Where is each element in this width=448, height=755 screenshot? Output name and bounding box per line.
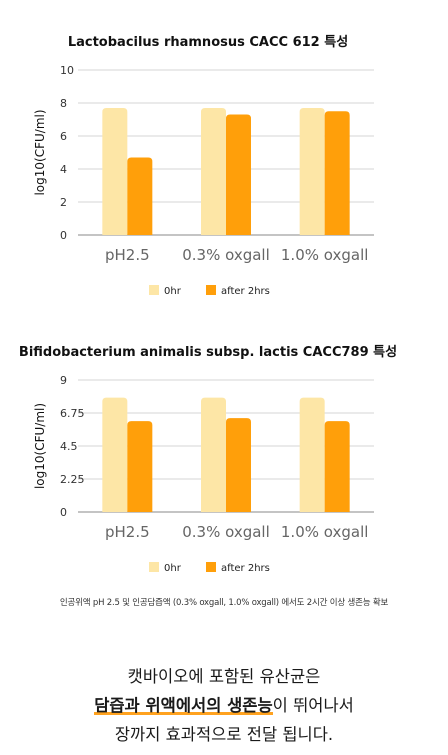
chart-svg-1: Lactobacilus rhamnosus CACC 612 특성 log10(… [33, 35, 374, 297]
chart-1-bar [324, 111, 350, 235]
tagline-line-2: 담즙과 위액에서의 생존능이 뛰어나서 [0, 691, 448, 720]
chart-2-legend-label: after 2hrs [221, 563, 270, 574]
chart-1-category-label: 0.3% oxgall [182, 246, 270, 264]
chart-2-ytick-label: 2.25 [60, 473, 85, 486]
chart-1-bar [102, 107, 128, 235]
chart-2-category-label: 1.0% oxgall [281, 523, 369, 541]
chart-2-bar [226, 418, 251, 512]
chart-2-bar [127, 421, 153, 512]
chart-2-legend-swatch [206, 562, 216, 572]
chart-1-ytick-label: 2 [60, 196, 67, 209]
chart-2-category-label: 0.3% oxgall [182, 523, 270, 541]
tagline: 캣바이오에 포함된 유산균은 담즙과 위액에서의 생존능이 뛰어나서 장까지 효… [0, 662, 448, 749]
chart-2-legend-label: 0hr [164, 563, 182, 574]
chart-1-ylabel: log10(CFU/ml) [33, 109, 47, 195]
chart-2-bar [324, 421, 350, 512]
chart-1-legend-swatch [149, 285, 159, 295]
chart-2-bar [102, 397, 128, 512]
chart-1-legend-swatch [206, 285, 216, 295]
chart-2-title: Bifidobacterium animalis subsp. lactis C… [19, 345, 397, 360]
chart-1-bar [299, 107, 325, 235]
tagline-line-3: 장까지 효과적으로 전달 됩니다. [114, 725, 334, 744]
chart-lactobacillus: Lactobacilus rhamnosus CACC 612 특성 log10(… [0, 0, 448, 310]
chart-svg-2: Bifidobacterium animalis subsp. lactis C… [19, 345, 397, 574]
chart-2-ytick-label: 6.75 [60, 407, 85, 420]
chart-2-ytick-label: 0 [60, 506, 67, 519]
tagline-line-1: 캣바이오에 포함된 유산균은 [127, 667, 321, 686]
chart-1-ytick-label: 8 [60, 97, 67, 110]
chart-1-legend-label: 0hr [164, 286, 182, 297]
chart-1-category-label: 1.0% oxgall [281, 246, 369, 264]
chart-1-ytick-label: 4 [60, 163, 67, 176]
chart-2-category-label: pH2.5 [105, 523, 150, 541]
chart-1-title: Lactobacilus rhamnosus CACC 612 특성 [68, 35, 348, 50]
chart-2-bar [201, 397, 226, 512]
chart-1-category-label: pH2.5 [105, 246, 150, 264]
chart-1-ytick-label: 6 [60, 130, 67, 143]
chart-2-legend-swatch [149, 562, 159, 572]
chart-2-ylabel: log10(CFU/ml) [33, 403, 47, 489]
chart-2-ytick-label: 4.5 [60, 440, 78, 453]
chart-2-ytick-label: 9 [60, 374, 67, 387]
footnote: 인공위액 pH 2.5 및 인공담즙액 (0.3% oxgall, 1.0% o… [59, 598, 389, 608]
tagline-highlight: 담즙과 위액에서의 생존능 [94, 696, 273, 715]
chart-1-bar [127, 157, 153, 235]
chart-1-legend-label: after 2hrs [221, 286, 270, 297]
chart-bifidobacterium: Bifidobacterium animalis subsp. lactis C… [0, 332, 448, 582]
chart-1-ytick-label: 10 [60, 64, 74, 77]
chart-1-bar [201, 107, 226, 235]
chart-2-bar [299, 397, 325, 512]
tagline-line-2-rest: 이 뛰어나서 [272, 696, 354, 715]
chart-1-bar [226, 114, 251, 235]
chart-1-ytick-label: 0 [60, 229, 67, 242]
